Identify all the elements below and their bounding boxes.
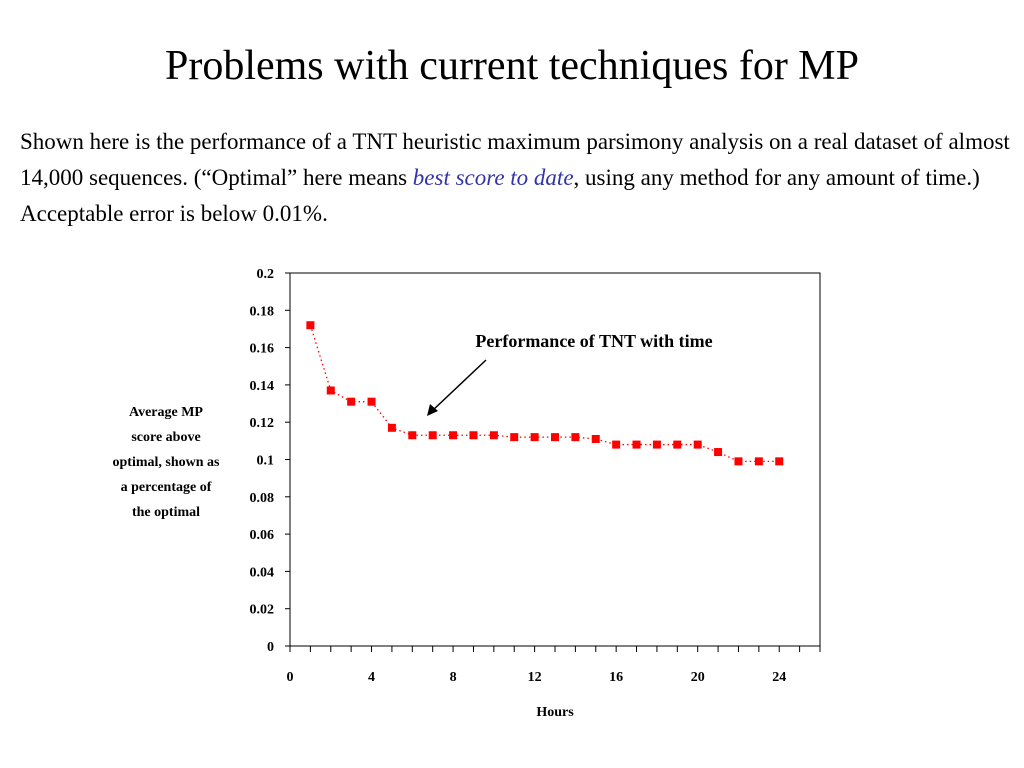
y-axis-label-line: the optimal (132, 505, 200, 520)
data-point (347, 397, 356, 406)
data-point (428, 431, 437, 440)
data-point (775, 457, 784, 466)
y-axis-label: Average MP score above optimal, shown as a … (113, 405, 221, 520)
data-point (632, 440, 641, 449)
y-tick-label: 0.18 (250, 304, 275, 319)
body-text: Shown here is the performance of a TNT h… (20, 124, 1010, 232)
data-point (571, 433, 580, 442)
data-point (714, 448, 723, 457)
y-tick-label: 0.1 (257, 454, 275, 469)
data-point (551, 433, 559, 442)
data-point (652, 440, 661, 449)
y-tick-label: 0.16 (250, 342, 275, 357)
data-point (326, 386, 335, 395)
body-text-part1: Shown here is the performance of a TNT h… (20, 129, 1010, 190)
x-tick-label: 8 (450, 670, 457, 685)
y-tick-label: 0.08 (250, 491, 275, 506)
data-point (449, 431, 458, 440)
x-tick-label: 24 (772, 670, 786, 685)
y-axis-label-line: Average MP (129, 405, 203, 420)
x-tick-label: 12 (528, 670, 542, 685)
x-tick-label: 4 (368, 670, 375, 685)
data-point (489, 431, 498, 440)
x-axis-label: Hours (536, 705, 574, 720)
data-point (693, 440, 702, 449)
annotation-arrow (427, 359, 487, 416)
data-point (367, 397, 376, 406)
annotation-label: Performance of TNT with time (475, 331, 712, 351)
x-axis-ticks: 0 4 8 12 16 20 24 (287, 646, 821, 685)
y-tick-label: 0.06 (250, 528, 275, 543)
x-tick-label: 20 (691, 670, 705, 685)
y-tick-label: 0.04 (250, 565, 275, 580)
body-text-emphasis: best score to date (412, 165, 574, 190)
y-tick-label: 0 (267, 640, 274, 655)
data-point (612, 440, 621, 449)
y-axis-label-line: a percentage of (121, 480, 212, 495)
y-axis-label-line: score above (131, 430, 200, 445)
series-line (309, 325, 780, 463)
y-axis-label-line: optimal, shown as (113, 455, 221, 470)
data-point (306, 321, 315, 330)
data-point (530, 433, 539, 442)
x-tick-label: 0 (287, 670, 294, 685)
y-axis-ticks: 0 0.02 0.04 0.06 0.08 0.1 0.12 0.14 0.16 0.18 0.2 (250, 267, 290, 655)
series-tnt (306, 321, 784, 466)
y-tick-label: 0.02 (250, 603, 275, 618)
slide-title: Problems with current techniques for MP (164, 43, 860, 89)
data-point (387, 423, 396, 432)
y-tick-label: 0.12 (250, 416, 275, 431)
data-point (591, 434, 600, 443)
data-point (673, 440, 682, 449)
data-point (510, 433, 519, 442)
y-tick-label: 0.14 (250, 379, 275, 394)
data-point (469, 431, 478, 440)
data-point (734, 457, 743, 466)
body-text-part2: , using any method for any amount of tim… (20, 165, 980, 226)
y-tick-label: 0.2 (257, 267, 275, 282)
x-tick-label: 16 (609, 670, 623, 685)
data-point (408, 431, 417, 440)
data-point (754, 457, 763, 466)
